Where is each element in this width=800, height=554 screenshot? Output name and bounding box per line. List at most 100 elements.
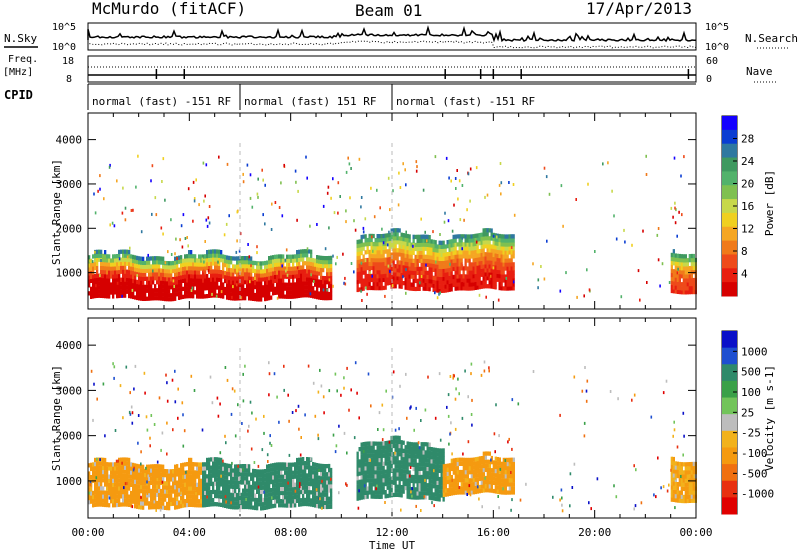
power-cell (138, 256, 141, 261)
power-cell (430, 243, 433, 248)
velocity-cell (198, 470, 201, 475)
power-cell (100, 253, 103, 258)
power-cell (414, 258, 417, 264)
power-cell (486, 244, 489, 249)
velocity-cell (356, 467, 359, 473)
velocity-cell (126, 490, 129, 495)
velocity-cell (256, 477, 259, 482)
power-cell (142, 296, 145, 301)
velocity-cell (402, 456, 405, 462)
power-sparse-point (362, 230, 365, 234)
velocity-cell (294, 474, 297, 479)
power-sparse-point (256, 192, 259, 196)
velocity-cell (364, 490, 367, 495)
velocity-cell (220, 470, 223, 475)
velocity-cell (180, 503, 183, 509)
velocity-cell (104, 461, 107, 467)
power-cell (470, 242, 473, 247)
velocity-cell (472, 477, 475, 483)
velocity-cell (132, 462, 135, 468)
velocity-cell (208, 465, 211, 470)
velocity-cell (174, 468, 177, 473)
velocity-cell (358, 459, 361, 464)
power-cell (380, 234, 383, 239)
velocity-cell (174, 476, 177, 482)
velocity-cell (176, 468, 179, 473)
power-cell (184, 282, 187, 287)
velocity-cell (230, 480, 233, 485)
power-cell (96, 281, 99, 286)
power-cell (268, 288, 271, 293)
velocity-cell (128, 474, 131, 479)
velocity-cell (122, 465, 125, 470)
power-cell (232, 292, 235, 297)
power-cell (386, 237, 389, 242)
velocity-cell (102, 490, 105, 495)
power-cell (502, 258, 505, 263)
velocity-cell (140, 497, 143, 502)
power-cell (202, 274, 205, 279)
velocity-cell (454, 474, 457, 479)
velocity-cell (116, 462, 119, 467)
power-cell (158, 280, 161, 285)
power-cell (432, 279, 435, 284)
power-cell (216, 249, 219, 254)
power-cell (312, 270, 315, 275)
power-cell (356, 255, 359, 261)
power-cell (272, 283, 275, 288)
velocity-cell (122, 490, 125, 495)
power-sparse-point (99, 174, 101, 178)
power-cell (262, 277, 265, 282)
power-cell (686, 258, 689, 263)
power-cell (682, 258, 685, 263)
power-cell (692, 253, 695, 259)
velocity-cell (276, 474, 279, 479)
power-cell (358, 259, 361, 264)
velocity-cell (174, 501, 177, 506)
velocity-cell (204, 478, 207, 483)
power-cell (262, 293, 265, 298)
power-cell (456, 266, 459, 271)
power-sparse-point (309, 292, 312, 296)
power-cell (246, 280, 249, 285)
velocity-cell (216, 489, 219, 495)
power-cell (98, 249, 101, 254)
power-cell (394, 264, 397, 269)
power-cell (372, 273, 375, 279)
velocity-cell (280, 486, 283, 492)
velocity-cell (474, 489, 477, 495)
power-cell (378, 258, 381, 263)
power-cell (492, 260, 495, 266)
velocity-cell (378, 462, 381, 467)
velocity-cell (272, 471, 275, 476)
velocity-cell (100, 461, 103, 466)
velocity-cell (456, 486, 459, 491)
velocity-cell (212, 461, 215, 466)
velocity-cell (268, 484, 271, 489)
power-cell (88, 271, 91, 276)
velocity-cell (370, 490, 373, 495)
power-cell (442, 260, 445, 265)
power-cell (218, 253, 221, 258)
power-cell (130, 290, 133, 295)
power-cell (152, 256, 155, 261)
power-cell (474, 265, 477, 270)
power-cell (106, 290, 109, 295)
power-cell (116, 294, 119, 299)
power-cell (296, 282, 299, 287)
velocity-cell (244, 504, 247, 510)
power-cell (416, 238, 419, 243)
power-cell (236, 272, 239, 277)
velocity-cell (472, 465, 475, 470)
velocity-cell (418, 450, 421, 455)
velocity-cell (470, 482, 473, 487)
power-sparse-point (193, 197, 196, 200)
power-sparse-point (436, 296, 439, 300)
velocity-cell (456, 478, 459, 483)
power-cell (476, 281, 479, 286)
power-cell (168, 277, 171, 282)
power-cell (108, 290, 111, 295)
power-cell (378, 234, 381, 239)
power-cell (330, 259, 333, 265)
velocity-cell (182, 474, 185, 480)
